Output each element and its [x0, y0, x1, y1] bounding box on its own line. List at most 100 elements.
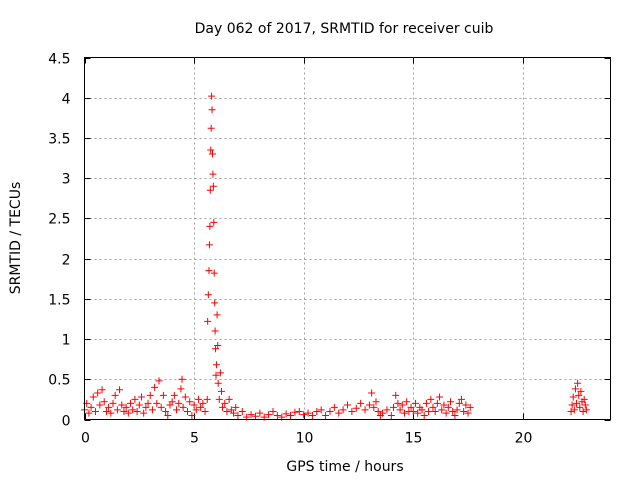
data-point [322, 411, 330, 419]
data-point [100, 398, 108, 406]
data-point [210, 269, 218, 277]
data-point [188, 411, 196, 419]
data-point [348, 407, 356, 415]
data-point [120, 407, 128, 415]
data-point [365, 401, 373, 409]
data-point [567, 407, 575, 415]
data-point [105, 403, 113, 411]
data-point [339, 406, 347, 414]
data-point [232, 403, 240, 411]
data-point [422, 399, 430, 407]
data-point [576, 403, 584, 411]
data-point [91, 407, 99, 415]
data-point [282, 410, 290, 418]
data-point [265, 411, 273, 419]
data-point [304, 409, 312, 417]
data-point [256, 409, 264, 417]
data-point [217, 387, 225, 395]
chart-title: Day 062 of 2017, SRMTID for receiver cui… [195, 21, 494, 37]
data-point [582, 406, 590, 414]
data-point [204, 317, 212, 325]
data-point [409, 407, 417, 415]
y-tick-label: 4.5 [48, 52, 70, 68]
data-point [291, 408, 299, 416]
data-point [574, 379, 582, 387]
data-point [210, 218, 218, 226]
data-point [407, 403, 415, 411]
data-point [109, 399, 117, 407]
data-point [442, 409, 450, 417]
data-point [352, 404, 360, 412]
x-tick-label: 5 [190, 431, 199, 447]
data-point [225, 395, 233, 403]
data-point [234, 411, 242, 419]
data-point [135, 401, 143, 409]
data-point [431, 407, 439, 415]
data-point [460, 407, 468, 415]
data-point [453, 406, 461, 414]
data-point [211, 299, 219, 307]
data-point [131, 395, 139, 403]
data-point [344, 401, 351, 409]
data-point [295, 407, 303, 415]
data-point [155, 377, 163, 385]
data-point [444, 403, 452, 411]
data-point [251, 412, 259, 420]
data-point [571, 385, 579, 393]
data-point [326, 407, 334, 415]
data-point [94, 389, 102, 397]
y-axis-label: SRMTID / TECUs [8, 182, 24, 295]
data-point [429, 403, 437, 411]
x-axis-label: GPS time / hours [286, 459, 403, 475]
data-point [203, 395, 211, 403]
data-point [427, 395, 435, 403]
data-point [184, 407, 192, 415]
data-point [214, 379, 222, 387]
tick-labels: 0 0.5 1 1.5 2 2.5 3 3.5 4 4.5 0 5 10 15 20 [48, 52, 532, 447]
data-point [206, 186, 214, 194]
data-point [192, 406, 200, 414]
data-point [194, 395, 202, 403]
data-point [455, 399, 463, 407]
data-point [159, 391, 167, 399]
y-tick-label: 3 [62, 172, 71, 188]
data-point [390, 403, 398, 411]
data-point [466, 403, 474, 411]
data-point [209, 182, 217, 190]
data-point [216, 369, 224, 377]
data-point [207, 146, 215, 154]
data-point [383, 406, 391, 414]
data-points [81, 92, 590, 421]
data-point [197, 403, 205, 411]
data-point [313, 407, 321, 415]
data-point [181, 393, 189, 401]
data-point [102, 407, 110, 415]
data-point [573, 399, 581, 407]
data-point [462, 401, 470, 409]
data-point [425, 407, 433, 415]
data-point [414, 409, 422, 417]
data-point [98, 386, 106, 394]
data-point [238, 407, 246, 415]
data-point [368, 389, 376, 397]
data-point [213, 311, 221, 319]
data-point [436, 393, 444, 401]
data-point [107, 409, 115, 417]
y-tick-label: 4 [62, 92, 71, 108]
plot-frame [84, 57, 611, 420]
x-tick-label: 0 [81, 431, 90, 447]
data-point [420, 411, 428, 419]
data-point [212, 371, 220, 379]
data-point [164, 411, 172, 419]
data-point [230, 409, 238, 417]
data-point [457, 395, 465, 403]
data-point [221, 399, 229, 407]
data-point [215, 395, 223, 403]
data-point [379, 409, 387, 417]
data-point [247, 411, 255, 419]
data-point [400, 409, 408, 417]
data-point [205, 241, 213, 249]
x-tick-label: 15 [405, 431, 423, 447]
data-point [300, 411, 308, 419]
